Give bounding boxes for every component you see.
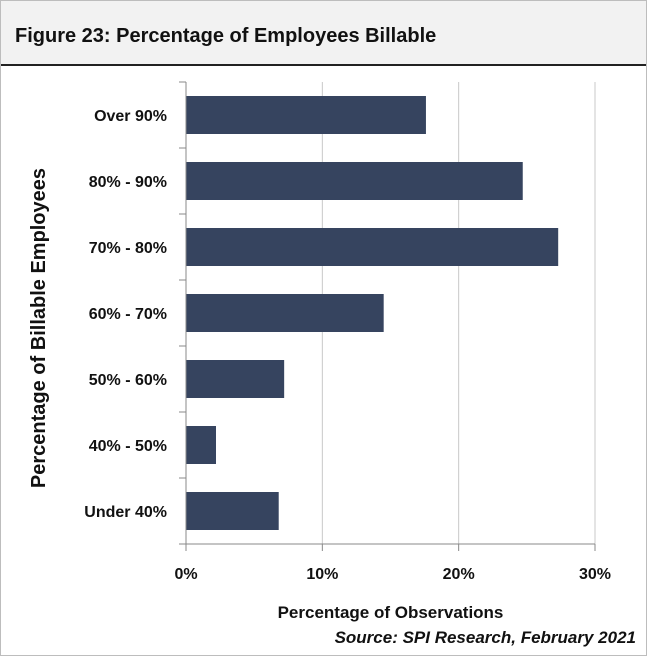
category-label: 60% - 70% — [89, 306, 167, 323]
y-axis-title: Percentage of Billable Employees — [28, 168, 50, 488]
x-tick-label: 10% — [306, 566, 338, 583]
x-axis-title: Percentage of Observations — [278, 603, 504, 622]
x-tick-label: 0% — [174, 566, 197, 583]
category-label: 80% - 90% — [89, 174, 167, 191]
source-note: Source: SPI Research, February 2021 — [334, 628, 636, 647]
figure-title: Figure 23: Percentage of Employees Billa… — [15, 25, 437, 47]
category-label: 40% - 50% — [89, 438, 167, 455]
category-label: Under 40% — [84, 504, 167, 521]
category-label: 50% - 60% — [89, 372, 167, 389]
labels: 0% 10% 20% 30% Over 90% 80% - 90% 70% - 80% 60%… — [28, 108, 611, 622]
bars — [186, 96, 559, 530]
bar — [186, 360, 285, 398]
bar — [186, 426, 216, 464]
bar — [186, 492, 279, 530]
bar — [186, 162, 523, 200]
figure-header: Figure 23: Percentage of Employees Billa… — [1, 1, 646, 66]
bar — [186, 228, 559, 266]
category-label: Over 90% — [94, 108, 167, 125]
x-tick-label: 30% — [579, 566, 611, 583]
x-tick-label: 20% — [443, 566, 475, 583]
bar — [186, 96, 426, 134]
axes — [179, 81, 596, 551]
category-label: 70% - 80% — [89, 240, 167, 257]
bar — [186, 294, 384, 332]
